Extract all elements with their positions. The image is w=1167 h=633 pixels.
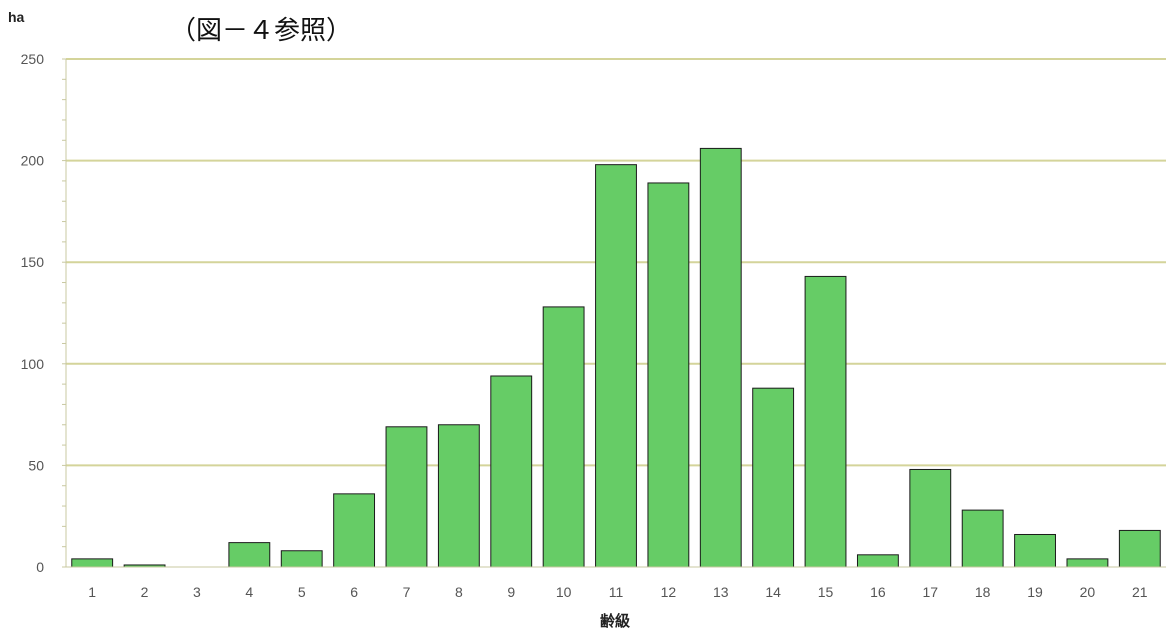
figure-caption: （図－４参照） [170, 16, 353, 46]
y-axis-label: ha [8, 9, 25, 25]
bar-13 [699, 147, 742, 568]
y-tick-label: 250 [21, 51, 45, 67]
bar-21 [1118, 529, 1161, 568]
bars [71, 147, 1161, 568]
bar-8 [437, 424, 480, 568]
x-tick-label: 15 [818, 584, 834, 600]
bar-16 [856, 554, 899, 568]
x-tick-label: 3 [193, 584, 201, 600]
y-tick-label: 150 [21, 254, 45, 270]
x-tick-label: 21 [1132, 584, 1148, 600]
bar-15 [804, 275, 847, 568]
x-axis-label: 齢級 [600, 612, 630, 630]
y-axis: 0 50 100 150 200 250 [21, 51, 67, 575]
bar-19 [1014, 533, 1056, 568]
x-tick-label: 6 [350, 584, 358, 600]
bar-20 [1066, 558, 1109, 568]
x-tick-label: 10 [556, 584, 572, 600]
x-tick-label: 17 [922, 584, 938, 600]
bar-1 [71, 558, 114, 568]
y-tick-label: 0 [36, 559, 44, 575]
bar-18 [961, 509, 1004, 568]
bar-12 [647, 182, 690, 568]
x-tick-label: 20 [1080, 584, 1096, 600]
bar-9 [490, 375, 533, 568]
x-tick-label: 16 [870, 584, 886, 600]
bar-5 [280, 550, 323, 568]
x-tick-label: 13 [713, 584, 729, 600]
x-tick-label: 18 [975, 584, 991, 600]
x-tick-label: 9 [507, 584, 515, 600]
bar-10 [542, 306, 585, 568]
x-tick-label: 8 [455, 584, 463, 600]
y-tick-label: 50 [28, 457, 44, 473]
bar-4 [228, 542, 271, 568]
bar-14 [752, 387, 795, 568]
bar-7 [385, 426, 428, 568]
x-tick-label: 4 [245, 584, 253, 600]
bar-6 [333, 493, 376, 568]
x-tick-label: 12 [661, 584, 677, 600]
x-tick-label: 14 [765, 584, 781, 600]
y-tick-label: 100 [21, 356, 45, 372]
bar-11 [595, 164, 637, 568]
x-tick-label: 5 [298, 584, 306, 600]
x-tick-label: 11 [609, 584, 624, 600]
x-tick-label: 19 [1027, 584, 1043, 600]
bar-17 [909, 468, 952, 568]
y-tick-label: 200 [21, 153, 45, 169]
x-axis: 1 2 3 4 5 6 7 8 9 10 11 12 13 14 15 16 17 18 19 20 21 [66, 566, 1166, 600]
x-tick-label: 7 [403, 584, 411, 600]
x-tick-label: 1 [88, 584, 96, 600]
x-tick-label: 2 [141, 584, 149, 600]
